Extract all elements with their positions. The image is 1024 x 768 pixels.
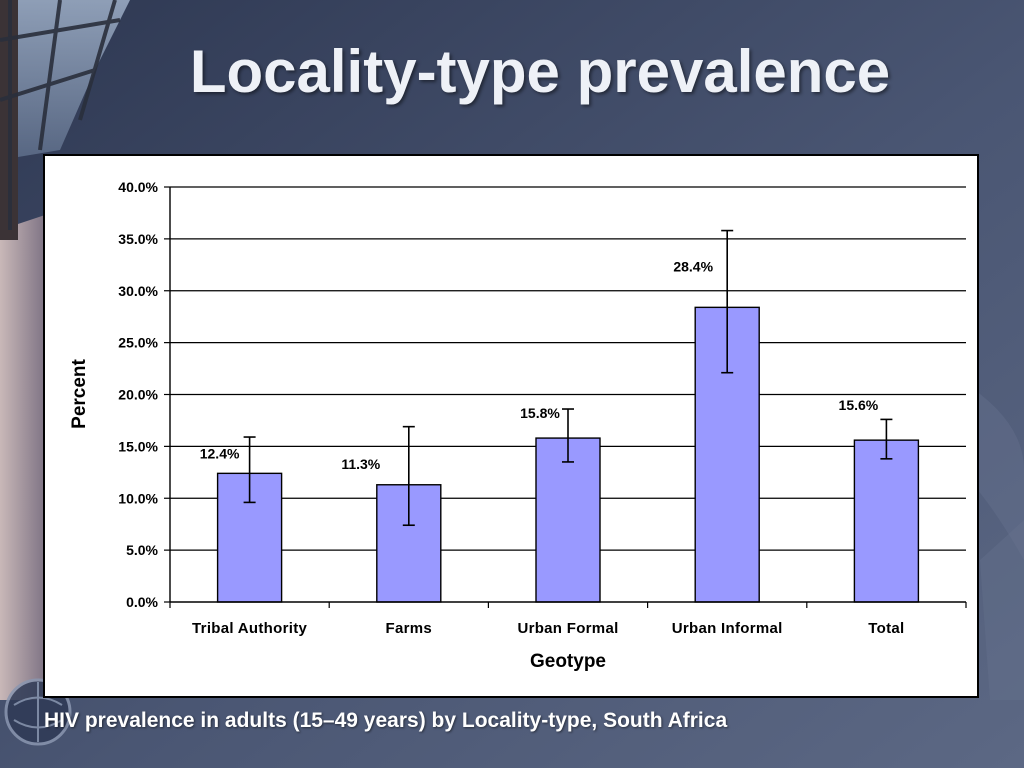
data-label: 15.6% bbox=[839, 397, 879, 413]
y-tick-label: 40.0% bbox=[118, 179, 158, 195]
y-tick-label: 10.0% bbox=[118, 490, 158, 506]
x-tick-label: Urban Formal bbox=[517, 620, 618, 637]
data-labels: 12.4% 11.3% 15.8% 28.4% 15.6% bbox=[200, 258, 879, 471]
y-tick-label: 25.0% bbox=[118, 335, 158, 351]
data-label: 11.3% bbox=[341, 456, 380, 472]
y-axis-title: Percent bbox=[69, 358, 90, 428]
slide-caption: HIV prevalence in adults (15–49 years) b… bbox=[44, 709, 728, 732]
chart-panel: 0.0% 5.0% 10.0% 15.0% 20.0% 25.0% 30.0% 35.0% 40… bbox=[43, 154, 979, 698]
bar-chart: 0.0% 5.0% 10.0% 15.0% 20.0% 25.0% 30.0% 35.0% 40… bbox=[69, 179, 967, 672]
y-tick-label: 35.0% bbox=[118, 231, 158, 247]
slide-title: Locality-type prevalence bbox=[189, 38, 891, 105]
x-tick-label: Farms bbox=[386, 620, 433, 637]
data-label: 12.4% bbox=[200, 445, 240, 461]
error-bars bbox=[243, 229, 893, 527]
data-label: 15.8% bbox=[520, 405, 560, 421]
axes: 0.0% 5.0% 10.0% 15.0% 20.0% 25.0% 30.0% 35.0% 40… bbox=[118, 179, 967, 637]
x-tick-label: Tribal Authority bbox=[192, 620, 307, 637]
bar-urban-formal bbox=[535, 437, 601, 603]
data-label: 28.4% bbox=[673, 258, 713, 274]
y-tick-label: 5.0% bbox=[126, 542, 158, 558]
x-tick-label: Total bbox=[868, 620, 904, 637]
y-tick-label: 30.0% bbox=[118, 283, 158, 299]
y-tick-label: 0.0% bbox=[126, 594, 158, 610]
x-axis-title: Geotype bbox=[530, 651, 606, 672]
y-tick-label: 15.0% bbox=[118, 438, 158, 454]
bars bbox=[216, 306, 920, 603]
bar-total bbox=[853, 439, 920, 603]
x-tick-label: Urban Informal bbox=[672, 620, 783, 637]
y-tick-label: 20.0% bbox=[118, 387, 158, 403]
